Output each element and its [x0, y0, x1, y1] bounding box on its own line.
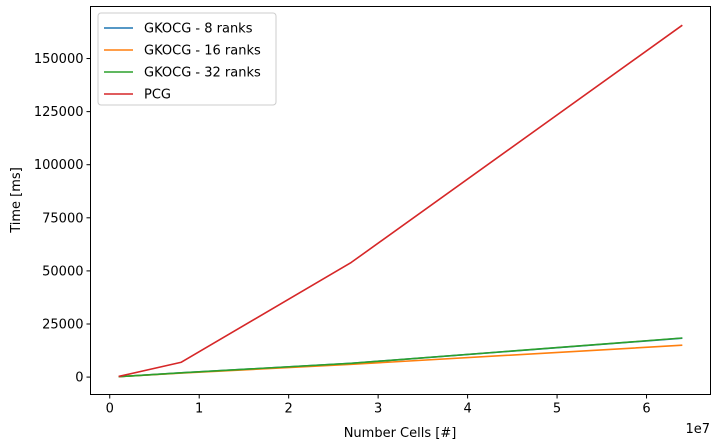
x-axis-multiplier: 1e7 [685, 422, 710, 437]
y-tick-label: 125000 [34, 105, 84, 120]
x-tick-label: 5 [553, 402, 561, 417]
legend-box [97, 12, 277, 106]
x-tick-label: 2 [285, 402, 293, 417]
series-line-2 [118, 337, 683, 378]
legend: GKOCG - 8 ranks GKOCG - 16 ranks GKOCG - 3… [97, 12, 277, 106]
y-tick-label: 100000 [34, 158, 84, 173]
y-tick-label: 25000 [42, 317, 83, 332]
legend-label: GKOCG - 32 ranks [144, 66, 261, 81]
y-tick-label: 150000 [34, 52, 84, 67]
plot-frame [90, 6, 711, 395]
x-axis-title: Number Cells [#] [344, 426, 457, 441]
x-tick-label: 3 [374, 402, 382, 417]
x-tick-label: 6 [642, 402, 650, 417]
y-tick-label: 0 [75, 371, 83, 386]
series-layer [118, 24, 683, 378]
series-line-3 [118, 24, 683, 378]
legend-label: GKOCG - 8 ranks [144, 22, 253, 37]
y-axis-title: Time [ms] [9, 167, 24, 234]
legend-label: GKOCG - 16 ranks [144, 44, 261, 59]
x-axis: 0 1 2 3 4 5 6 [106, 394, 651, 417]
y-tick-label: 50000 [42, 264, 83, 279]
x-tick-label: 4 [463, 402, 471, 417]
x-tick-label: 1 [195, 402, 203, 417]
y-axis: 0 25000 50000 75000 100000 125000 150000 [34, 52, 91, 386]
y-tick-label: 75000 [42, 211, 83, 226]
x-tick-label: 0 [106, 402, 114, 417]
legend-label: PCG [144, 88, 171, 103]
